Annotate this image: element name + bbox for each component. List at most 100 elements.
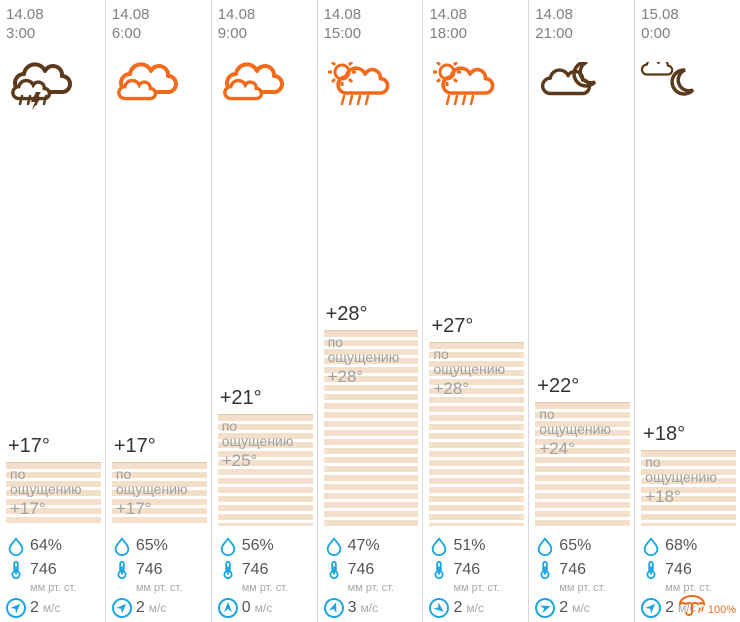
forecast-column: 14.08 18:00 +27° по ощущению +28° 51% 74… [423,0,529,622]
feels-like-value: +25° [222,451,311,471]
thermometer-icon [112,560,132,580]
pressure-row: 746 [641,560,736,580]
time-label: 3:00 [6,25,101,44]
wind-unit: м/с [149,601,167,615]
thermometer-icon [218,560,238,580]
wind-speed-value: 2 [136,599,145,617]
wind-speed-value: 2 [30,599,39,617]
temperature-bar: +17° по ощущению +17° [112,433,207,526]
thermometer-icon [641,560,661,580]
weather-icon [6,58,101,118]
temperature-value: +17° [112,433,207,462]
wind-unit: м/с [43,601,61,615]
pressure-unit: мм рт. ст. [242,582,313,594]
time-label: 6:00 [112,25,207,44]
forecast-column: 14.08 6:00 +17° по ощущению +17° 65% 746 [106,0,212,622]
drop-icon [641,536,661,556]
pressure-unit: мм рт. ст. [453,582,524,594]
drop-icon [6,536,26,556]
pressure-value: 746 [136,561,163,579]
wind-speed-value: 3 [348,599,357,617]
wind-row: 3 м/с [324,598,419,618]
pressure-value: 746 [242,561,269,579]
feels-like-value: +28° [328,367,417,387]
feels-like-label: по ощущению [328,335,417,366]
metrics-block: 56% 746 мм рт. ст. 0 м/с [218,536,313,618]
feels-like-label: по ощущению [222,419,311,450]
drop-icon [535,536,555,556]
forecast-column: 14.08 3:00 +17° по ощущению +17° 64% 746 [0,0,106,622]
date-label: 15.08 [641,6,736,25]
wind-row: 2 м/с [429,598,524,618]
humidity-value: 64% [30,537,62,555]
forecast-column: 14.08 15:00 +28° по ощущению +28° 47% 74… [318,0,424,622]
date-label: 14.08 [112,6,207,25]
humidity-value: 51% [453,537,485,555]
pressure-row: 746 [429,560,524,580]
temperature-value: +17° [6,433,101,462]
date-label: 14.08 [324,6,419,25]
umbrella-indicator: 100% [678,592,736,616]
pressure-row: 746 [6,560,101,580]
pressure-value: 746 [348,561,375,579]
drop-icon [218,536,238,556]
forecast-column: 14.08 9:00 +21° по ощущению +25° 56% 746 [212,0,318,622]
wind-speed-value: 2 [559,599,568,617]
metrics-block: 65% 746 мм рт. ст. 2 м/с [535,536,630,618]
temperature-bar: +28° по ощущению +28° [324,301,419,526]
pressure-row: 746 [535,560,630,580]
wind-arrow-icon [637,594,665,622]
wind-arrow-icon [532,595,558,621]
humidity-value: 65% [559,537,591,555]
humidity-row: 64% [6,536,101,556]
time-label: 9:00 [218,25,313,44]
wind-arrow-icon [2,594,30,622]
wind-speed-value: 0 [242,599,251,617]
feels-like-label: по ощущению [645,455,734,486]
wind-speed-value: 2 [453,599,462,617]
temperature-bar: +18° по ощущению +18° [641,421,736,526]
wind-unit: м/с [255,601,273,615]
humidity-row: 65% [535,536,630,556]
wind-speed-value: 2 [665,599,674,617]
wind-unit: м/с [572,601,590,615]
humidity-value: 56% [242,537,274,555]
feels-like-value: +24° [539,439,628,459]
wind-arrow-icon [218,598,238,618]
pressure-value: 746 [665,561,692,579]
drop-icon [429,536,449,556]
humidity-row: 56% [218,536,313,556]
pressure-unit: мм рт. ст. [136,582,207,594]
wind-unit: м/с [360,601,378,615]
pressure-row: 746 [218,560,313,580]
temperature-value: +18° [641,421,736,450]
pressure-value: 746 [559,561,586,579]
date-label: 14.08 [6,6,101,25]
temperature-bar: +22° по ощущению +24° [535,373,630,526]
feels-like-value: +17° [116,499,205,519]
time-label: 0:00 [641,25,736,44]
wind-row: 2 м/с [112,598,207,618]
feels-like-value: +28° [433,379,522,399]
feels-like-value: +17° [10,499,99,519]
temperature-value: +21° [218,385,313,414]
thermometer-icon [429,560,449,580]
feels-like-label: по ощущению [539,407,628,438]
metrics-block: 65% 746 мм рт. ст. 2 м/с [112,536,207,618]
weather-icon [535,58,630,118]
pressure-value: 746 [30,561,57,579]
wind-arrow-icon [108,594,136,622]
umbrella-icon [678,592,706,616]
temperature-bar: +27° по ощущению +28° [429,313,524,526]
humidity-value: 47% [348,537,380,555]
pressure-row: 746 [324,560,419,580]
humidity-row: 68% [641,536,736,556]
humidity-row: 47% [324,536,419,556]
feels-like-label: по ощущению [10,467,99,498]
thermometer-icon [6,560,26,580]
weather-icon [429,58,524,118]
weather-icon [218,58,313,118]
feels-like-label: по ощущению [116,467,205,498]
date-label: 14.08 [535,6,630,25]
weather-icon [641,58,736,118]
